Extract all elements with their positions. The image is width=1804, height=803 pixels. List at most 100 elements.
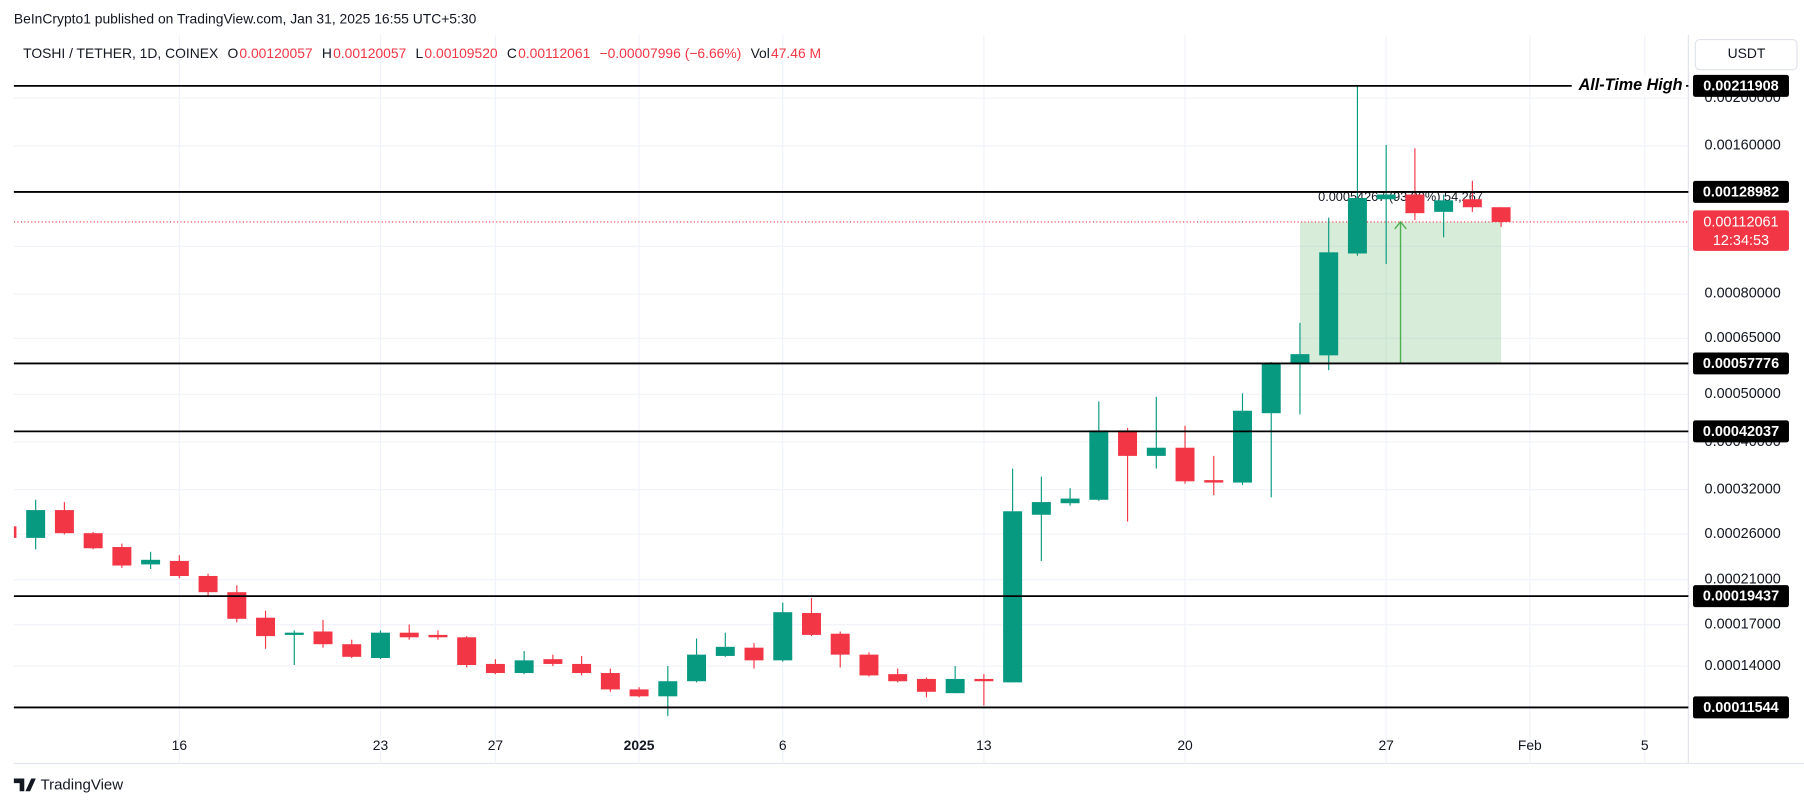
level-label: 0.00042037 [1703, 424, 1779, 440]
legend-value: 0.00109520 [424, 45, 498, 61]
candle-body [227, 592, 247, 619]
candle-body [572, 663, 592, 674]
candle-body [1405, 194, 1425, 214]
candle-body [1233, 410, 1252, 483]
x-tick-label: 5 [1641, 737, 1649, 753]
level-label-box [1692, 585, 1789, 608]
candle-body [1204, 480, 1224, 483]
candle-body [830, 633, 850, 655]
currency-box[interactable] [1694, 38, 1798, 71]
candle-body [600, 673, 620, 690]
last-price-label: 0.00112061 [1703, 214, 1778, 230]
candle-body [399, 632, 419, 638]
legend-key: H [322, 45, 332, 61]
publish-header: BeInCrypto1 published on TradingView.com… [14, 11, 477, 27]
measure-arrow-head [1394, 220, 1407, 230]
level-label: 0.00211908 [1703, 78, 1778, 94]
candle-body [1491, 207, 1511, 222]
candle-body [1261, 363, 1281, 414]
plot-area: 0.00054267 (93.90%) 54,267 [13, 85, 1689, 717]
candle-body [543, 659, 563, 664]
candle-body [13, 526, 17, 538]
tradingview-logo: TradingView [13, 776, 123, 793]
candle-body [687, 654, 707, 682]
legend-value: 0.00112061 [518, 45, 590, 61]
y-tick-label: 0.00050000 [1705, 386, 1781, 402]
candle-body [342, 644, 362, 657]
candle-body [974, 678, 994, 682]
legend-value: 0.00120057 [333, 45, 407, 61]
y-tick-label: 0.00160000 [1705, 138, 1781, 154]
legend-vol: 47.46 M [771, 45, 821, 61]
candle-body [169, 560, 189, 576]
candle-body [1376, 194, 1396, 200]
candle-body [83, 533, 103, 549]
candle-body [1031, 502, 1051, 515]
legend-change: −0.00007996 (−6.66%) [600, 45, 742, 61]
level-label: 0.00057776 [1703, 356, 1779, 372]
legend-key: O [227, 45, 238, 61]
candle-body [514, 660, 534, 674]
axes: 0.002000000.001600000.001000000.00080000… [13, 74, 1789, 753]
candle-body [859, 654, 879, 676]
x-tick-label: 6 [779, 737, 787, 753]
legend-title: TOSHI / TETHER, 1D, COINEX [23, 45, 218, 61]
candle-body [1146, 447, 1166, 456]
y-tick-label: 0.00032000 [1705, 481, 1781, 497]
candle-body [888, 674, 908, 682]
annotation-bg [1571, 75, 1687, 97]
candle-body [313, 631, 333, 645]
currency-label: USDT [1728, 45, 1766, 61]
candle-body [744, 647, 764, 661]
candle-body [658, 681, 678, 697]
level-label-box [1692, 180, 1789, 203]
candle-body [1319, 252, 1339, 356]
y-tick-label: 0.00080000 [1705, 286, 1781, 302]
candle-body [802, 613, 821, 635]
candle-body [773, 612, 793, 661]
level-label: 0.00019437 [1703, 589, 1779, 605]
x-tick-label: 13 [976, 737, 992, 753]
x-tick-label: Feb [1518, 737, 1542, 753]
candle-body [1089, 430, 1109, 500]
y-tick-label: 0.00014000 [1705, 658, 1781, 674]
y-tick-label: 0.00017000 [1705, 617, 1781, 633]
level-label: 0.00128982 [1703, 184, 1779, 200]
candle-body [1434, 200, 1454, 212]
candle-body [428, 634, 448, 638]
candle-body [715, 646, 735, 656]
candle-body [1347, 198, 1367, 254]
level-label-box [1692, 696, 1789, 719]
x-tick-label: 2025 [624, 737, 655, 753]
grid [13, 34, 1689, 764]
legend-key: C [507, 45, 517, 61]
candle-body [1290, 354, 1310, 364]
legend-vol-key: Vol [751, 45, 770, 61]
candle-body [457, 637, 477, 666]
y-tick-label: 0.00026000 [1705, 526, 1781, 542]
candle-body [112, 547, 132, 566]
x-tick-label: 27 [1378, 737, 1394, 753]
legend-key: L [416, 45, 424, 61]
candle-body [1462, 199, 1482, 208]
candle-body [485, 663, 505, 674]
level-label-box [1692, 352, 1789, 375]
candle-body [1118, 430, 1138, 456]
candle-body [198, 575, 218, 593]
x-tick-label: 20 [1177, 737, 1193, 753]
logo-icon [13, 778, 36, 792]
last-price-box [1692, 210, 1789, 251]
x-tick-label: 16 [172, 737, 188, 753]
countdown-label: 12:34:53 [1713, 233, 1769, 249]
x-tick-label: 27 [488, 737, 504, 753]
candle-body [256, 617, 276, 637]
candle-body [629, 689, 649, 697]
y-tick-label: 0.00065000 [1705, 330, 1781, 346]
candle-body [916, 678, 936, 692]
candle-body [141, 559, 161, 565]
annotation: All-Time High [1578, 76, 1683, 94]
footer-brand: TradingView [40, 776, 123, 793]
